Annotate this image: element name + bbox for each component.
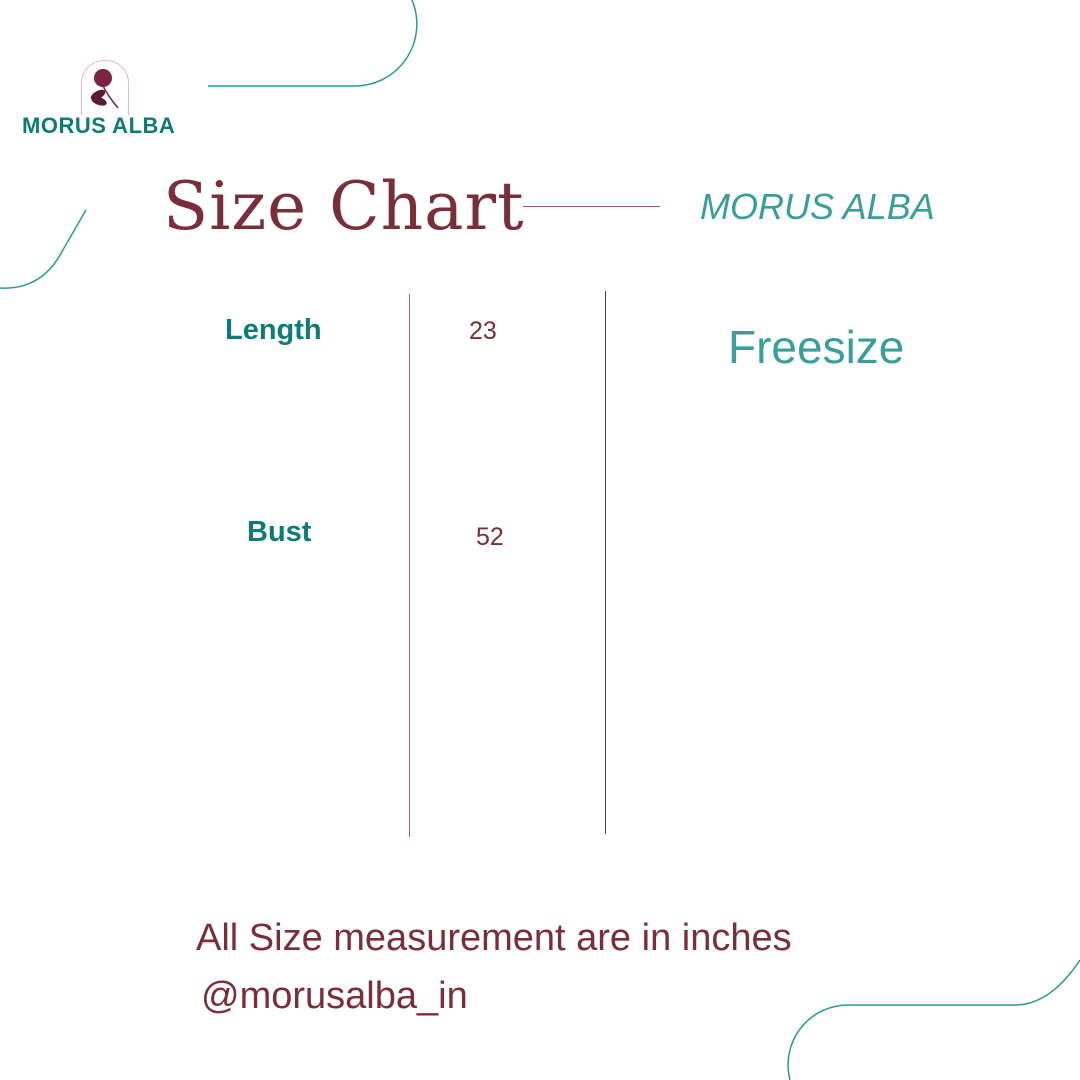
top-curve [208, 0, 418, 87]
column-divider [605, 291, 606, 834]
social-handle: @morusalba_in [201, 975, 468, 1017]
bottom-curve [787, 959, 1080, 1080]
bust-label: Bust [247, 516, 312, 548]
bust-value: 52 [476, 523, 504, 551]
length-value: 23 [469, 317, 497, 345]
brand-name: MORUS ALBA [700, 186, 935, 227]
length-label: Length [225, 314, 322, 346]
column-divider [409, 294, 410, 837]
page-title: Size Chart [163, 168, 525, 245]
left-curve [0, 209, 87, 289]
size-label: Freesize [728, 321, 905, 373]
logo-arch [81, 60, 129, 115]
measurement-note: All Size measurement are in inches [196, 917, 792, 959]
logo-text: MORUS ALBA [22, 113, 176, 138]
title-divider [523, 206, 660, 207]
